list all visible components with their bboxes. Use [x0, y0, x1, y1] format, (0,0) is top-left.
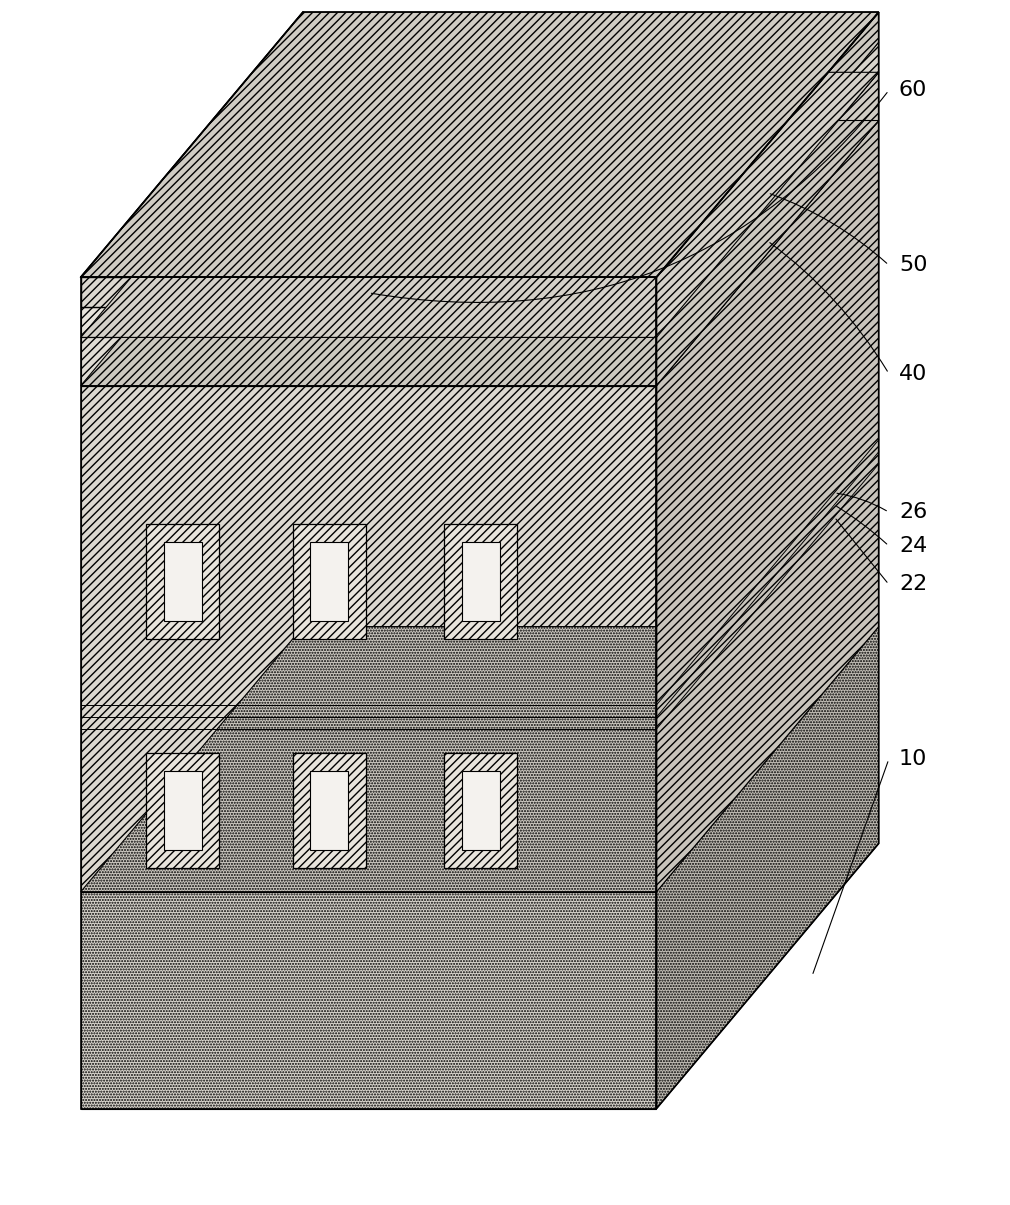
Text: 26: 26 — [899, 502, 927, 522]
Text: 10: 10 — [899, 750, 927, 769]
Text: 24: 24 — [899, 536, 927, 556]
Polygon shape — [81, 72, 879, 337]
Text: 50: 50 — [899, 255, 927, 275]
Text: 40: 40 — [899, 364, 927, 383]
Polygon shape — [81, 892, 656, 1109]
Polygon shape — [310, 542, 348, 621]
Polygon shape — [444, 524, 517, 639]
Text: 22: 22 — [899, 575, 927, 594]
Polygon shape — [146, 524, 219, 639]
Polygon shape — [164, 771, 202, 850]
Polygon shape — [81, 12, 879, 277]
Polygon shape — [656, 12, 879, 307]
Polygon shape — [462, 771, 500, 850]
Polygon shape — [81, 627, 879, 892]
Polygon shape — [81, 307, 656, 337]
Polygon shape — [81, 277, 656, 307]
Polygon shape — [81, 337, 656, 386]
Polygon shape — [293, 524, 366, 639]
Polygon shape — [81, 120, 879, 386]
Polygon shape — [444, 753, 517, 868]
Polygon shape — [293, 753, 366, 868]
Polygon shape — [164, 542, 202, 621]
Polygon shape — [310, 771, 348, 850]
Text: 60: 60 — [899, 81, 927, 100]
Polygon shape — [462, 542, 500, 621]
Polygon shape — [656, 627, 879, 1109]
Polygon shape — [656, 120, 879, 892]
Polygon shape — [656, 42, 879, 337]
Polygon shape — [656, 72, 879, 386]
Polygon shape — [81, 386, 656, 892]
Polygon shape — [146, 753, 219, 868]
